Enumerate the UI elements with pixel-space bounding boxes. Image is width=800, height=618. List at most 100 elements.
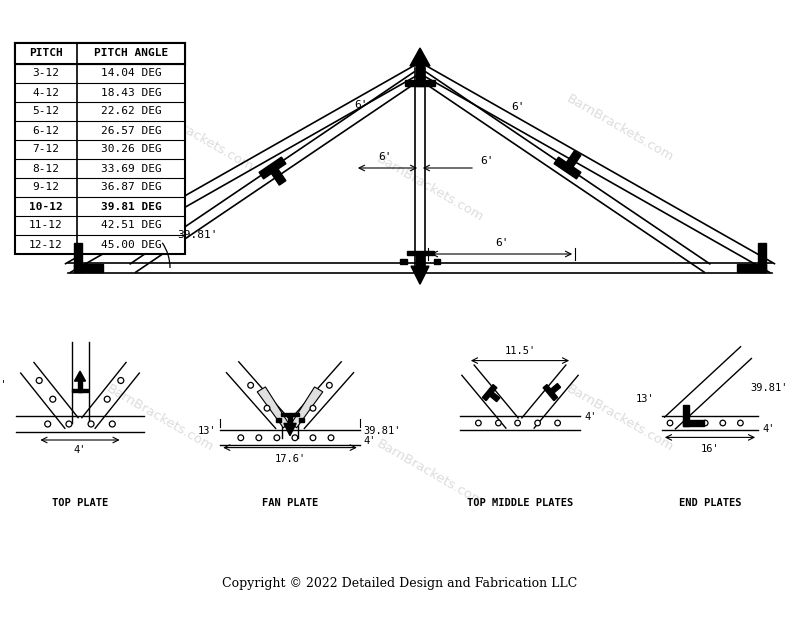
Circle shape	[118, 378, 124, 384]
Circle shape	[50, 396, 56, 402]
Circle shape	[685, 420, 690, 426]
Text: 39.81': 39.81'	[177, 230, 218, 240]
Text: 4': 4'	[364, 436, 376, 446]
Polygon shape	[434, 259, 440, 263]
Text: PITCH: PITCH	[29, 48, 63, 59]
Polygon shape	[271, 169, 286, 185]
Text: 16': 16'	[701, 444, 719, 454]
Text: BarnBrackets.com: BarnBrackets.com	[564, 382, 676, 454]
Text: 13': 13'	[198, 426, 216, 436]
Circle shape	[36, 378, 42, 384]
Text: 45.00 DEG: 45.00 DEG	[101, 240, 162, 250]
Circle shape	[738, 420, 743, 426]
Circle shape	[667, 420, 673, 426]
Polygon shape	[683, 420, 704, 426]
Text: END PLATES: END PLATES	[678, 498, 742, 508]
Text: 6': 6'	[378, 152, 392, 162]
Text: 39.81': 39.81'	[364, 426, 402, 436]
Circle shape	[495, 420, 501, 426]
Polygon shape	[737, 265, 766, 271]
Text: TOP MIDDLE PLATES: TOP MIDDLE PLATES	[467, 498, 573, 508]
Text: TOP PLATE: TOP PLATE	[52, 498, 108, 508]
Circle shape	[264, 405, 270, 411]
Polygon shape	[281, 413, 299, 416]
Text: 7-12: 7-12	[33, 145, 59, 154]
Text: 5-12: 5-12	[33, 106, 59, 117]
Text: 6': 6'	[512, 102, 526, 112]
Text: BarnBrackets.com: BarnBrackets.com	[374, 437, 486, 509]
Text: 26.57 DEG: 26.57 DEG	[101, 125, 162, 135]
Polygon shape	[482, 384, 497, 400]
Text: 13': 13'	[635, 394, 654, 404]
Circle shape	[475, 420, 482, 426]
Text: 6-12: 6-12	[33, 125, 59, 135]
Circle shape	[326, 383, 332, 388]
Circle shape	[535, 420, 541, 426]
Text: 36.87 DEG: 36.87 DEG	[101, 182, 162, 192]
Text: BarnBrackets.com: BarnBrackets.com	[374, 152, 486, 224]
Circle shape	[328, 435, 334, 441]
Polygon shape	[259, 157, 286, 179]
Circle shape	[720, 420, 726, 426]
Text: 12-12: 12-12	[29, 240, 63, 250]
Polygon shape	[258, 387, 288, 428]
Text: 4': 4'	[584, 412, 597, 421]
Circle shape	[310, 435, 316, 441]
Polygon shape	[74, 371, 86, 381]
Text: 30.26 DEG: 30.26 DEG	[101, 145, 162, 154]
Polygon shape	[416, 253, 424, 266]
Polygon shape	[683, 405, 689, 426]
Text: 6': 6'	[494, 238, 508, 248]
Polygon shape	[74, 243, 82, 271]
Text: 17.6': 17.6'	[274, 454, 306, 464]
Circle shape	[104, 396, 110, 402]
Text: 22.62 DEG: 22.62 DEG	[101, 106, 162, 117]
Text: FAN PLATE: FAN PLATE	[262, 498, 318, 508]
Circle shape	[274, 435, 280, 441]
Polygon shape	[78, 381, 82, 392]
Text: 33.69 DEG: 33.69 DEG	[101, 164, 162, 174]
Polygon shape	[74, 265, 103, 271]
Polygon shape	[416, 66, 424, 86]
Polygon shape	[410, 48, 430, 66]
Text: 6': 6'	[480, 156, 494, 166]
Circle shape	[45, 421, 50, 427]
Polygon shape	[400, 259, 406, 263]
Polygon shape	[490, 392, 500, 402]
Text: 9-12: 9-12	[33, 182, 59, 192]
Circle shape	[702, 420, 708, 426]
Polygon shape	[543, 384, 558, 400]
Polygon shape	[72, 389, 88, 392]
Circle shape	[66, 421, 72, 427]
Text: 42.51 DEG: 42.51 DEG	[101, 221, 162, 231]
Circle shape	[555, 420, 561, 426]
Circle shape	[515, 420, 521, 426]
Text: 39.81': 39.81'	[750, 383, 787, 393]
Text: 4': 4'	[74, 445, 86, 455]
FancyBboxPatch shape	[15, 43, 185, 254]
Polygon shape	[299, 418, 303, 421]
Text: 11-12: 11-12	[29, 221, 63, 231]
Text: 10-12: 10-12	[29, 201, 63, 211]
Circle shape	[110, 421, 115, 427]
Text: Copyright © 2022 Detailed Design and Fabrication LLC: Copyright © 2022 Detailed Design and Fab…	[222, 577, 578, 590]
Circle shape	[248, 383, 254, 388]
Polygon shape	[550, 384, 561, 393]
Text: 6': 6'	[354, 100, 368, 110]
Circle shape	[88, 421, 94, 427]
Polygon shape	[758, 243, 766, 271]
Polygon shape	[554, 157, 581, 179]
Text: BarnBrackets.com: BarnBrackets.com	[144, 102, 256, 174]
Text: 8-12: 8-12	[33, 164, 59, 174]
Polygon shape	[287, 414, 293, 423]
Text: BarnBrackets.com: BarnBrackets.com	[564, 92, 676, 164]
FancyBboxPatch shape	[15, 43, 185, 64]
Polygon shape	[277, 418, 281, 421]
Text: 4-12: 4-12	[33, 88, 59, 98]
Polygon shape	[284, 423, 296, 436]
Polygon shape	[406, 251, 434, 255]
Circle shape	[238, 435, 244, 441]
Text: 3-12: 3-12	[33, 69, 59, 78]
Text: 4': 4'	[762, 425, 774, 434]
Text: 12': 12'	[0, 379, 8, 390]
